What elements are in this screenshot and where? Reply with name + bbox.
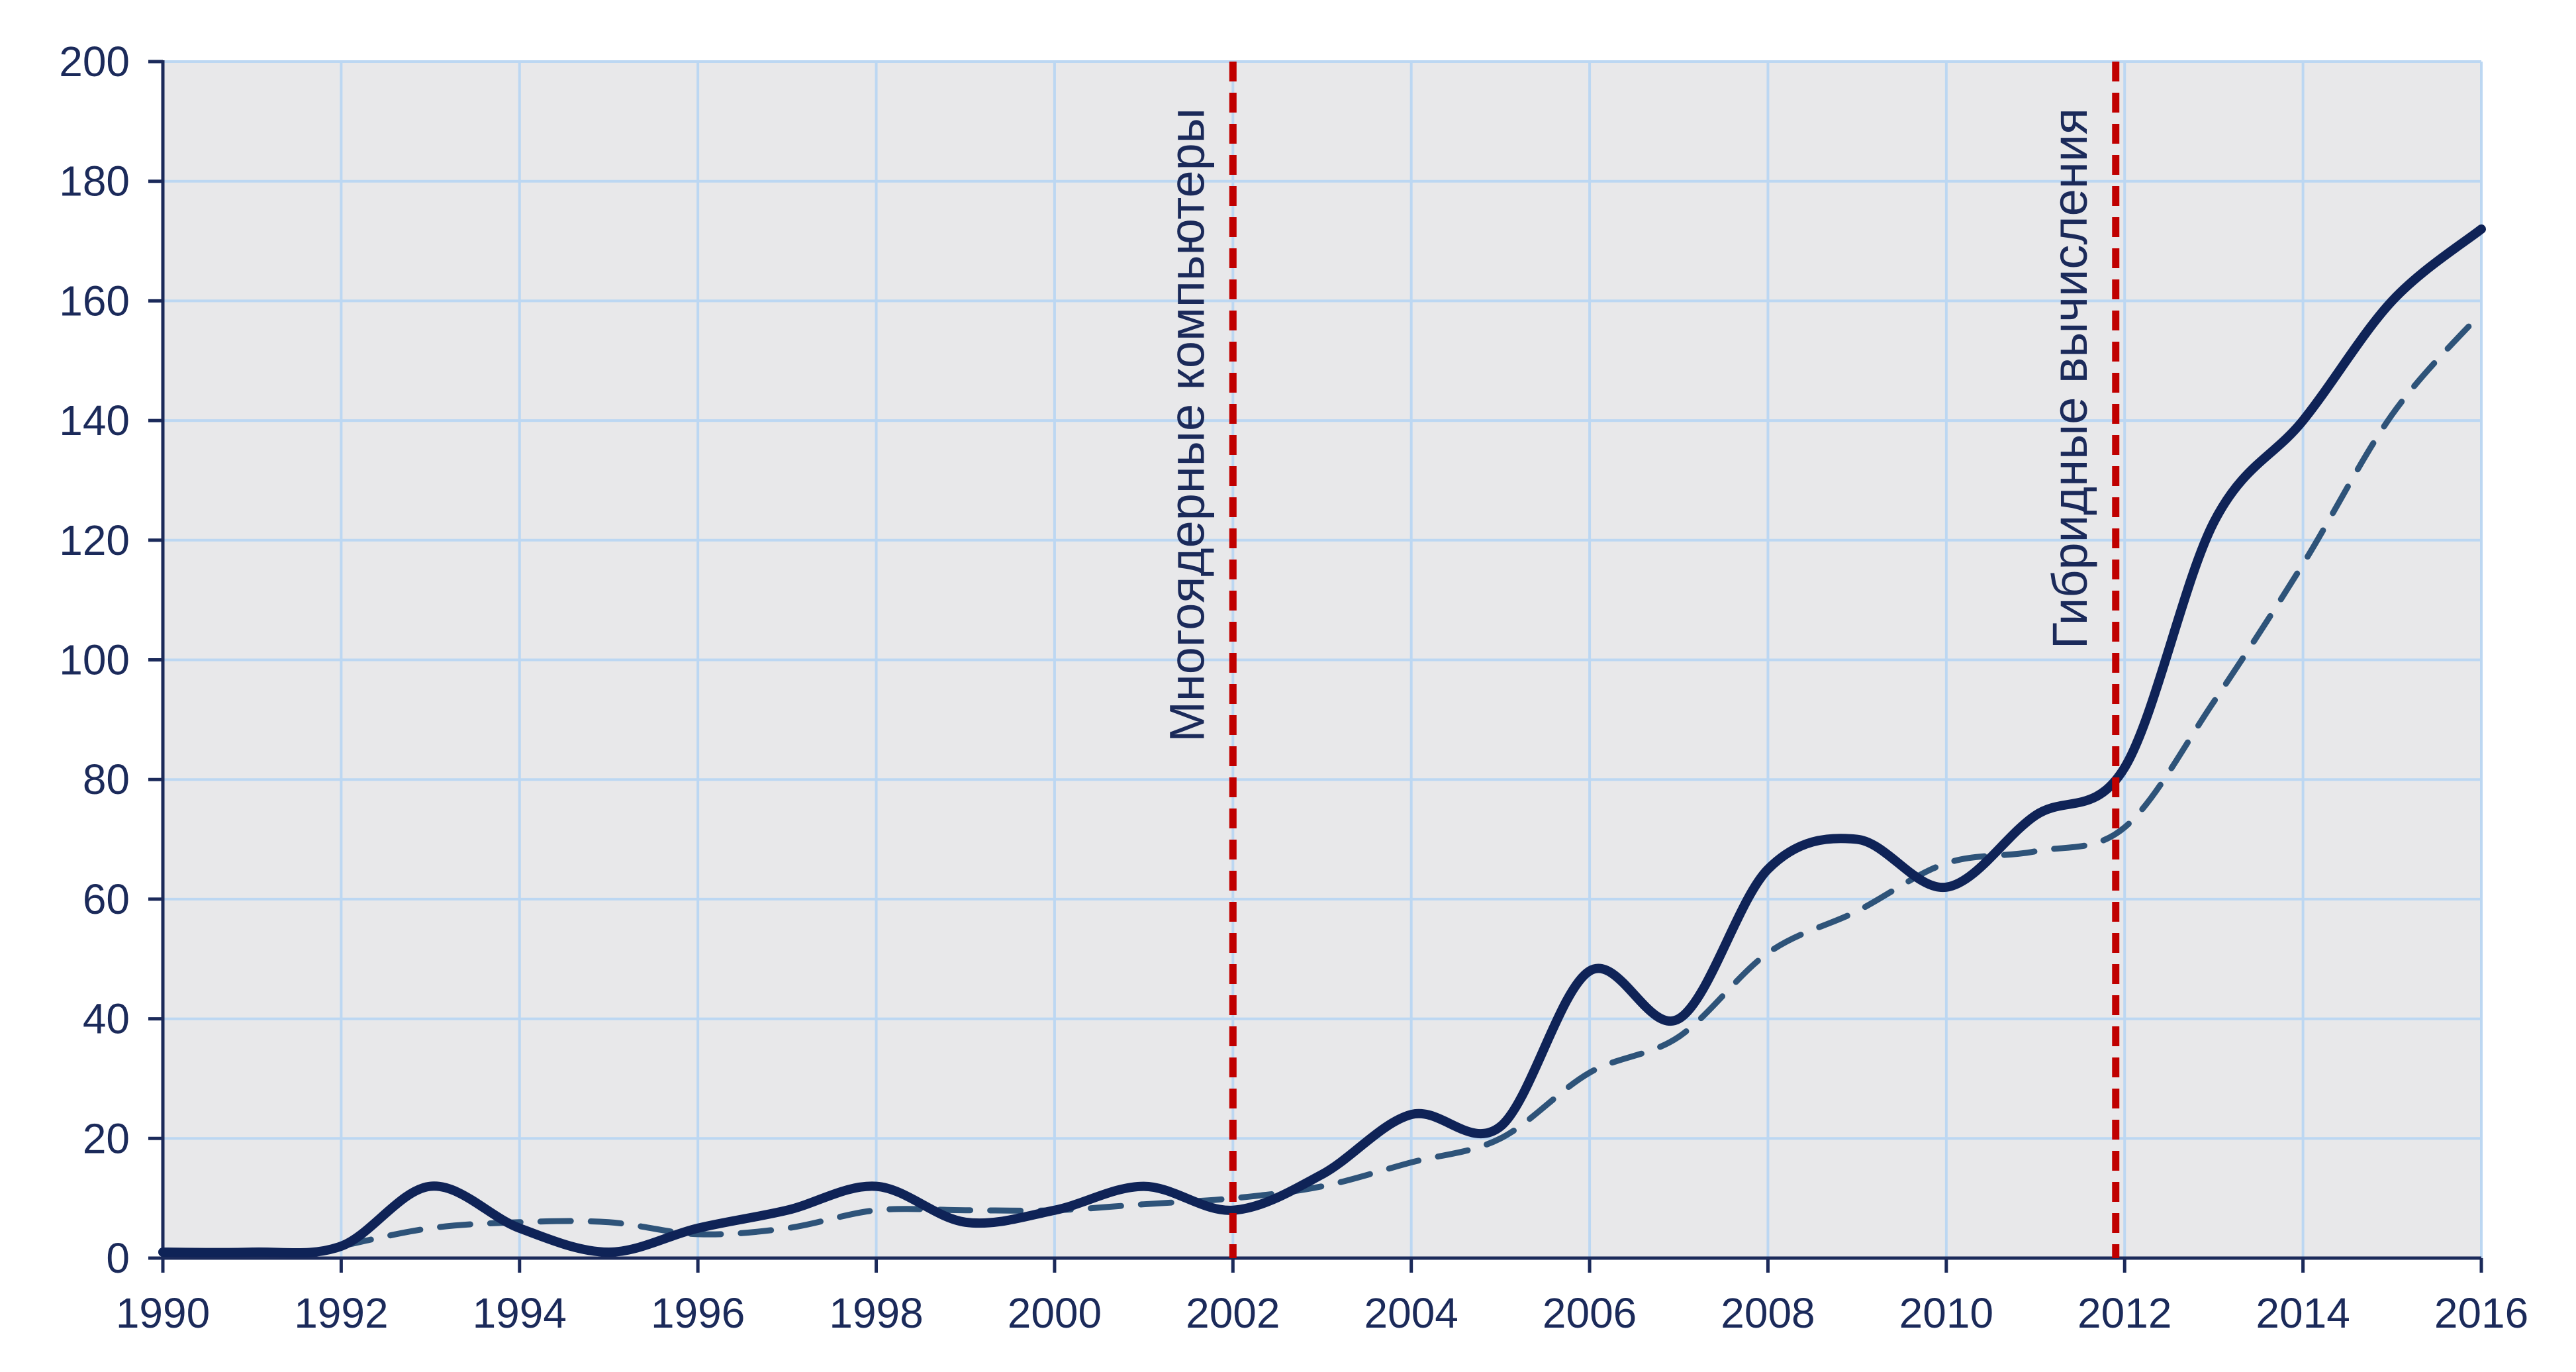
annotations: Многоядерные компьютеры Гибридные вычисле… xyxy=(1159,62,2120,1258)
x-tick-label: 1992 xyxy=(294,1289,388,1337)
x-tick-label: 2004 xyxy=(1364,1289,1458,1337)
series-line-solid xyxy=(158,224,2486,1258)
annotation-label: Гибридные вычисления xyxy=(2042,108,2097,649)
annotation-label: Многоядерные компьютеры xyxy=(1159,108,1214,742)
x-tick-label: 1994 xyxy=(473,1289,567,1337)
y-tick-label: 40 xyxy=(83,995,130,1043)
x-tick-label: 2016 xyxy=(2434,1289,2528,1337)
grid-lines xyxy=(163,60,2483,1258)
x-tick-label: 2002 xyxy=(1186,1289,1280,1337)
x-tick-label: 2006 xyxy=(1543,1289,1637,1337)
x-tick-label: 1996 xyxy=(651,1289,745,1337)
x-tick-label: 2000 xyxy=(1008,1289,1102,1337)
y-tick-label: 160 xyxy=(59,277,130,324)
x-tick-label: 1990 xyxy=(116,1289,210,1337)
y-tick-label: 80 xyxy=(83,756,130,803)
series-line-dashed xyxy=(338,309,2485,1250)
y-tick-label: 200 xyxy=(59,38,130,85)
x-tick-label: 2008 xyxy=(1721,1289,1815,1337)
y-tick-label: 20 xyxy=(83,1114,130,1162)
x-tick-label: 2012 xyxy=(2077,1289,2171,1337)
y-tick-label: 100 xyxy=(59,636,130,684)
y-tick-label: 0 xyxy=(106,1234,130,1282)
y-tick-label: 180 xyxy=(59,158,130,205)
y-tick-label: 60 xyxy=(83,875,130,923)
x-tick-label: 2014 xyxy=(2256,1289,2350,1337)
series-layer xyxy=(158,224,2486,1258)
y-tick-label: 140 xyxy=(59,397,130,444)
x-axis-ticks: 1990 1992 1994 1996 1998 2000 2002 2004 2006 2008… xyxy=(116,1258,2528,1337)
x-tick-label: 2010 xyxy=(1899,1289,1993,1337)
x-tick-label: 1998 xyxy=(829,1289,923,1337)
y-tick-label: 120 xyxy=(59,516,130,564)
y-axis-ticks: 0 20 40 60 80 100 120 140 160 180 200 xyxy=(59,38,163,1282)
